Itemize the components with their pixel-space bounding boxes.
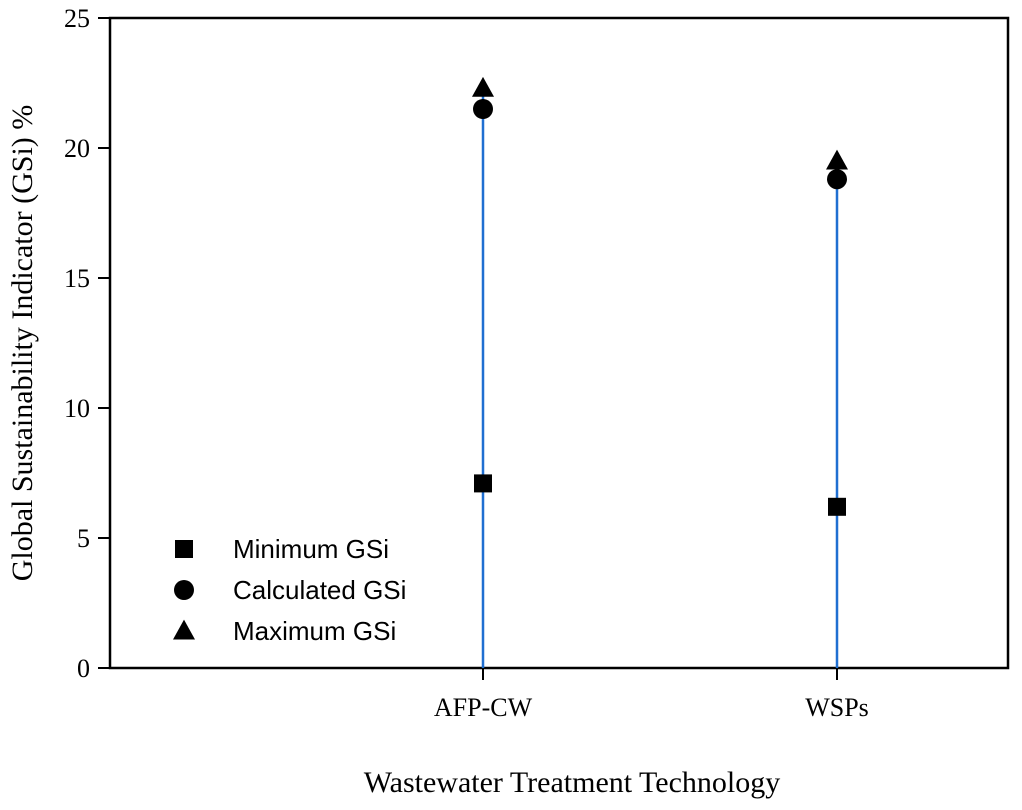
- y-tick-label: 15: [64, 264, 90, 293]
- x-axis-title: Wastewater Treatment Technology: [364, 766, 781, 799]
- y-tick-label: 5: [77, 524, 90, 553]
- y-tick-label: 0: [77, 654, 90, 683]
- data-markers: [472, 76, 848, 516]
- data-point-circle: [473, 99, 493, 119]
- data-point-square: [474, 474, 492, 493]
- legend-label: Minimum GSi: [233, 534, 389, 564]
- y-axis-ticks: 0 5 10 15 20 25: [64, 4, 110, 683]
- x-axis-ticks: AFP-CW WSPs: [434, 668, 869, 722]
- data-point-triangle: [472, 76, 494, 97]
- x-tick-label: WSPs: [805, 693, 869, 722]
- y-tick-label: 25: [64, 4, 90, 33]
- legend-marker-square: [175, 540, 193, 558]
- legend-marker-triangle: [173, 619, 195, 640]
- y-tick-label: 10: [64, 394, 90, 423]
- legend-label: Maximum GSi: [233, 616, 396, 646]
- legend-label: Calculated GSi: [233, 575, 406, 605]
- x-tick-label: AFP-CW: [434, 693, 533, 722]
- data-point-triangle: [826, 149, 848, 170]
- data-point-circle: [827, 169, 847, 190]
- legend-marker-circle: [174, 580, 194, 600]
- data-point-square: [828, 497, 846, 516]
- range-lines: [481, 88, 839, 668]
- legend: Minimum GSi Calculated GSi Maximum GSi: [173, 534, 406, 646]
- y-axis-title: Global Sustainability Indicator (GSi) %: [6, 105, 39, 582]
- y-tick-label: 20: [64, 134, 90, 163]
- plot-frame: [108, 16, 1010, 670]
